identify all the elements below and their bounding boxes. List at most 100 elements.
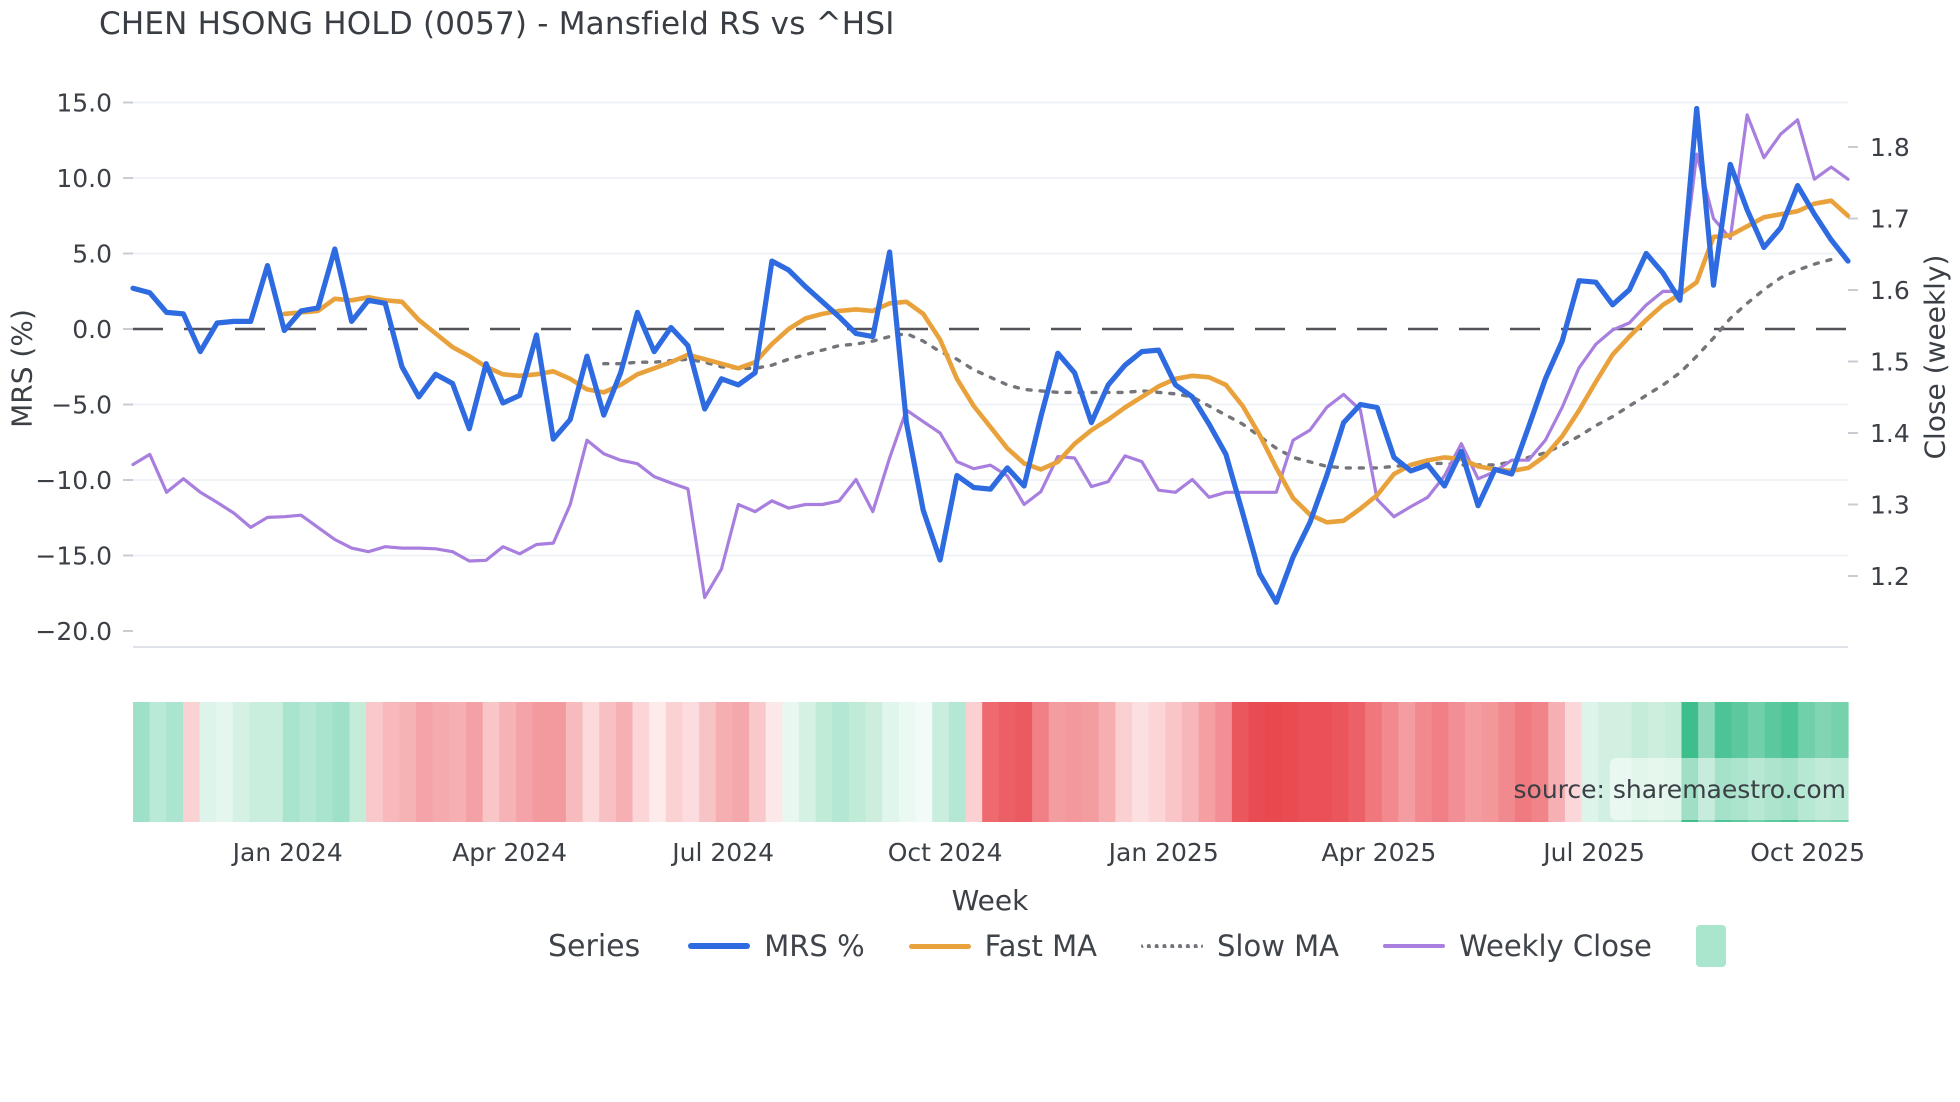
legend-item-mrs-[interactable]: MRS % [688, 929, 865, 963]
heatmap-cell [1514, 702, 1533, 822]
heatmap-cell [848, 702, 867, 822]
legend-item-heatmap[interactable] [1695, 925, 1726, 967]
heatmap-cell [1481, 702, 1499, 822]
legend-item-fast-ma[interactable]: Fast MA [908, 929, 1097, 963]
heatmap-cell [1231, 702, 1250, 822]
series-slow-ma [602, 257, 1833, 470]
heatmap-cell [549, 702, 567, 822]
heatmap-cell [332, 702, 351, 822]
heatmap-cell [1348, 702, 1366, 822]
heatmap-cell [515, 702, 534, 822]
legend-item-slow-ma[interactable]: Slow MA [1140, 929, 1339, 963]
heatmap-cell [565, 702, 584, 822]
heatmap-cell [399, 702, 417, 822]
left-axis-title: MRS (%) [5, 309, 39, 428]
heatmap-cell [1548, 702, 1566, 822]
heatmap-cell [249, 702, 267, 822]
heatmap-cell [1315, 702, 1333, 822]
heatmap-cell [316, 702, 334, 822]
heatmap-cell [166, 702, 184, 822]
heatmap-cell [1198, 702, 1216, 822]
x-axis-title: Week [951, 884, 1029, 917]
left-tick-label: −20.0 [35, 617, 112, 646]
heatmap-cell [1365, 702, 1383, 822]
right-tick-label: 1.5 [1870, 347, 1910, 376]
heatmap-cell [1265, 702, 1283, 822]
heatmap-cell [266, 702, 284, 822]
heatmap-cell [1048, 702, 1067, 822]
right-tick-label: 1.3 [1870, 490, 1910, 519]
left-tick-label: −10.0 [35, 466, 112, 495]
left-tick-label: 10.0 [56, 164, 112, 193]
x-tick-label: Apr 2025 [1321, 838, 1436, 867]
x-tick-label: Jul 2024 [670, 838, 774, 867]
heatmap-cell [199, 702, 217, 822]
heatmap-cell [1181, 702, 1200, 822]
left-tick-label: 0.0 [72, 315, 112, 344]
heatmap-cell [1098, 702, 1116, 822]
watermark-box [1610, 758, 1860, 820]
heatmap-cell [1115, 702, 1133, 822]
heatmap-cell [948, 702, 967, 822]
heatmap-cell [432, 702, 450, 822]
right-tick-label: 1.4 [1870, 419, 1910, 448]
heatmap-cell [932, 702, 950, 822]
heatmap-cell [882, 702, 900, 822]
right-tick-label: 1.7 [1870, 204, 1910, 233]
heatmap-cell [282, 702, 301, 822]
heatmap-cell [1065, 702, 1083, 822]
right-tick-label: 1.8 [1870, 133, 1910, 162]
heatmap-cell [665, 702, 684, 822]
heatmap-cell [982, 702, 1000, 822]
legend-line-swatch-icon [688, 943, 751, 949]
heatmap-cell [499, 702, 517, 822]
heatmap-cell [1415, 702, 1433, 822]
heatmap-cell [1082, 702, 1100, 822]
heatmap-cell [1381, 702, 1400, 822]
heatmap-cell [1215, 702, 1233, 822]
heatmap-cell [1148, 702, 1166, 822]
heatmap-cell [182, 702, 201, 822]
left-tick-label: −15.0 [35, 541, 112, 570]
x-tick-label: Apr 2024 [452, 838, 567, 867]
heatmap-cell [782, 702, 800, 822]
legend-item-label: MRS % [764, 929, 865, 963]
left-tick-label: 5.0 [72, 239, 112, 268]
heatmap-cell [216, 702, 234, 822]
heatmap-cell [1281, 702, 1300, 822]
heatmap-cell [1498, 702, 1516, 822]
heatmap-cell [599, 702, 617, 822]
series-mrs- [130, 105, 1851, 605]
heatmap-cell [582, 702, 600, 822]
heatmap-cell [865, 702, 883, 822]
heatmap-cell [998, 702, 1017, 822]
heatmap-cell [682, 702, 700, 822]
heatmap-cell [749, 702, 767, 822]
legend-item-label: Slow MA [1216, 929, 1339, 963]
heatmap-cell [615, 702, 634, 822]
heatmap-cell [799, 702, 817, 822]
heatmap-cell [1448, 702, 1466, 822]
heatmap-cell [1298, 702, 1316, 822]
chart-title: CHEN HSONG HOLD (0057) - Mansfield RS vs… [99, 6, 895, 42]
heatmap-cell [416, 702, 434, 822]
heatmap-cell [715, 702, 734, 822]
heatmap-cell [482, 702, 500, 822]
heatmap-cell [1248, 702, 1266, 822]
heatmap-cell [1564, 702, 1583, 822]
heatmap-cell [1431, 702, 1449, 822]
legend-line-swatch-icon [1140, 944, 1203, 948]
heatmap-cell [915, 702, 933, 822]
heatmap-cell [1531, 702, 1549, 822]
heatmap-cell [449, 702, 467, 822]
legend-item-weekly-close[interactable]: Weekly Close [1383, 929, 1652, 963]
heatmap-cell [1465, 702, 1483, 822]
heatmap-cell [382, 702, 401, 822]
right-tick-label: 1.6 [1870, 276, 1910, 305]
heatmap-cell [632, 702, 650, 822]
heatmap-cell [1132, 702, 1150, 822]
left-tick-label: 15.0 [56, 88, 112, 117]
legend-item-label: Fast MA [984, 929, 1097, 963]
